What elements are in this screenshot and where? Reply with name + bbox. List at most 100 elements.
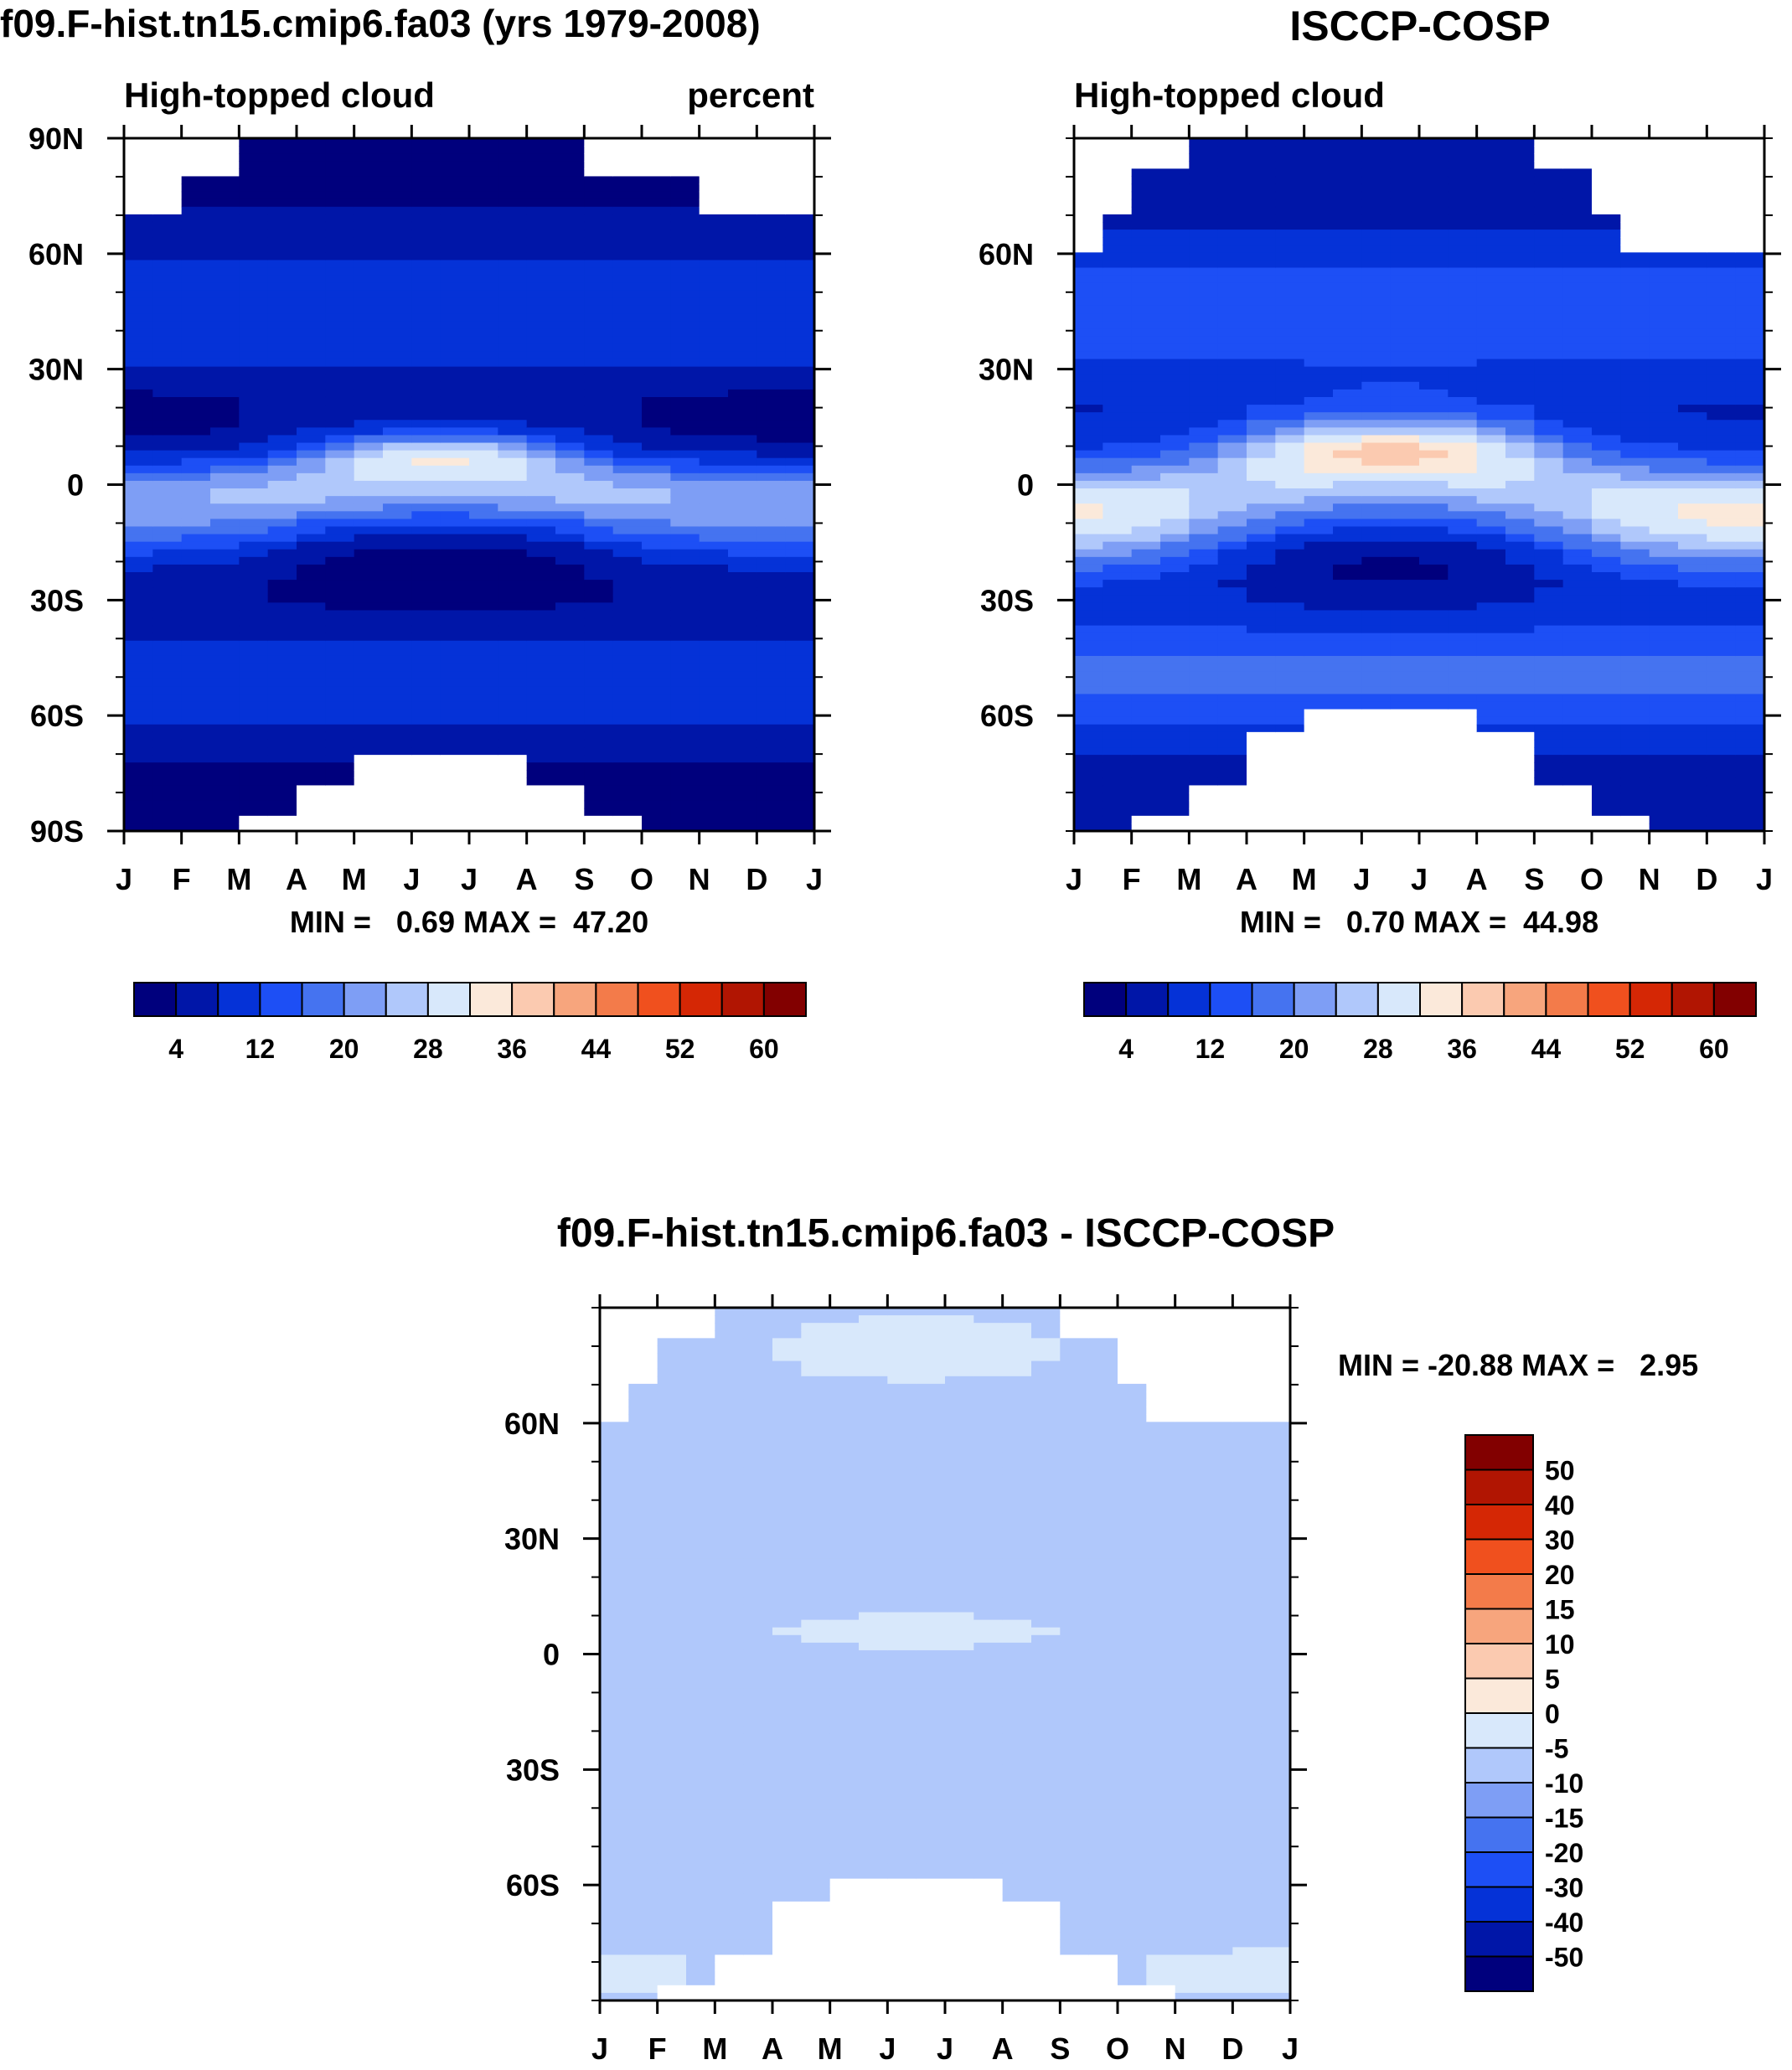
heatmap-cell: [325, 731, 355, 741]
heatmap-cell: [1735, 679, 1765, 687]
heatmap-cell: [628, 1878, 658, 1887]
heatmap-cell: [124, 457, 153, 467]
heatmap-cell: [1419, 191, 1449, 200]
heatmap-cell: [440, 381, 470, 390]
heatmap-cell: [1476, 275, 1506, 284]
heatmap-cell: [686, 1513, 715, 1522]
heatmap-cell: [1678, 587, 1707, 596]
heatmap-cell: [612, 503, 643, 512]
heatmap-cell: [354, 412, 384, 421]
heatmap-cell: [239, 465, 269, 474]
heatmap-cell: [1074, 610, 1103, 619]
heatmap-cell: [1275, 679, 1305, 687]
heatmap-cell: [124, 716, 153, 725]
heatmap-cell: [124, 503, 153, 512]
heatmap-cell: [686, 1315, 715, 1324]
heatmap-cell: [1534, 427, 1564, 436]
heatmap-cell: [1217, 739, 1247, 748]
heatmap-cell: [383, 716, 412, 725]
heatmap-cell: [354, 138, 384, 147]
heatmap-cell: [686, 1779, 715, 1789]
heatmap-cell: [612, 755, 643, 763]
heatmap-cell: [267, 785, 297, 794]
heatmap-cell: [1649, 602, 1679, 612]
heatmap-cell: [600, 1871, 629, 1880]
heatmap-cell: [152, 511, 183, 519]
heatmap-cell: [267, 396, 297, 405]
heatmap-cell: [354, 199, 384, 208]
heatmap-cell: [1304, 686, 1334, 695]
heatmap-cell: [267, 511, 297, 519]
heatmap-cell: [1505, 146, 1535, 154]
heatmap-cell: [1247, 549, 1276, 558]
heatmap-cell: [1505, 457, 1535, 467]
heatmap-cell: [210, 556, 240, 565]
heatmap-cell: [600, 1878, 629, 1887]
heatmap-cell: [411, 808, 442, 817]
heatmap-cell: [325, 724, 355, 733]
heatmap-cell: [325, 632, 355, 642]
heatmap-cell: [1131, 716, 1161, 725]
heatmap-cell: [757, 755, 787, 763]
heatmap-cell: [297, 290, 326, 299]
heatmap-cell: [642, 183, 671, 193]
heatmap-cell: [1707, 503, 1737, 512]
heatmap-cell: [1649, 297, 1679, 307]
heatmap-cell: [1534, 351, 1564, 360]
heatmap-cell: [411, 511, 442, 519]
heatmap-cell: [267, 245, 297, 253]
heatmap-cell: [469, 655, 498, 664]
heatmap-cell: [728, 396, 757, 405]
heatmap-cell: [1419, 290, 1449, 299]
heatmap-cell: [1505, 724, 1535, 733]
heatmap-cell: [1562, 526, 1593, 535]
heatmap-cell: [1735, 488, 1765, 497]
heatmap-cell: [1217, 267, 1247, 276]
heatmap-cell: [383, 267, 412, 276]
heatmap-cell: [1304, 351, 1334, 360]
heatmap-cell: [1448, 755, 1478, 763]
heatmap-cell: [1534, 770, 1564, 778]
heatmap-cell: [670, 336, 700, 344]
heatmap-cell: [1735, 663, 1765, 672]
heatmap-cell: [1649, 785, 1679, 794]
heatmap-cell: [267, 519, 297, 528]
heatmap-cell: [1217, 823, 1247, 832]
heatmap-cell: [1074, 808, 1103, 817]
heatmap-cell: [1074, 206, 1103, 215]
heatmap-cell: [1275, 427, 1305, 436]
heatmap-cell: [1390, 595, 1420, 603]
heatmap-cell: [440, 663, 470, 672]
heatmap-cell: [152, 297, 183, 307]
heatmap-cell: [498, 625, 528, 634]
heatmap-cell: [1707, 610, 1737, 619]
heatmap-cell: [699, 237, 729, 245]
heatmap-cell: [1534, 374, 1564, 383]
heatmap-cell: [1476, 146, 1506, 154]
heatmap-cell: [584, 260, 614, 269]
heatmap-cell: [440, 146, 470, 154]
heatmap-cell: [1189, 617, 1219, 627]
heatmap-cell: [1707, 297, 1737, 307]
heatmap-cell: [785, 297, 815, 307]
heatmap-cell: [152, 640, 183, 649]
heatmap-cell: [1562, 648, 1593, 657]
heatmap-cell: [1448, 465, 1478, 474]
heatmap-cell: [124, 640, 153, 649]
heatmap-cell: [728, 580, 757, 588]
heatmap-cell: [1534, 305, 1564, 314]
heatmap-cell: [1074, 686, 1103, 695]
heatmap-cell: [152, 366, 183, 375]
heatmap-cell: [210, 731, 240, 741]
heatmap-cell: [239, 610, 269, 619]
heatmap-cell: [1390, 564, 1420, 573]
heatmap-cell: [239, 435, 269, 444]
heatmap-cell: [1476, 153, 1506, 162]
heatmap-cell: [699, 541, 729, 550]
heatmap-cell: [670, 511, 700, 519]
heatmap-cell: [584, 389, 614, 398]
heatmap-cell: [1419, 587, 1449, 596]
heatmap-cell: [1361, 534, 1392, 543]
heatmap-cell: [757, 724, 787, 733]
heatmap-cell: [526, 366, 556, 375]
